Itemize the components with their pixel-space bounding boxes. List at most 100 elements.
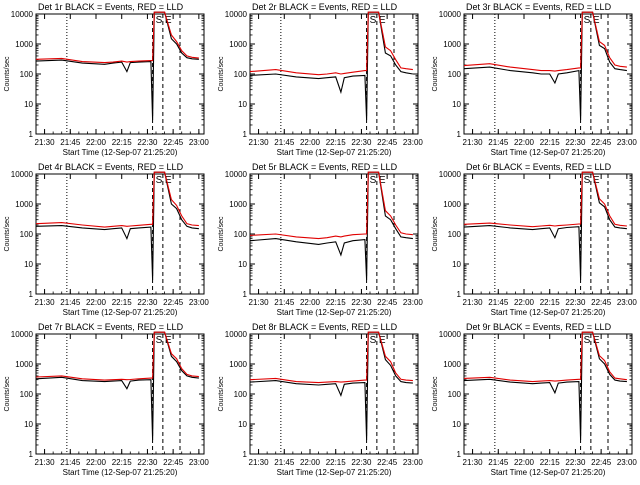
panel-title: Det 9r BLACK = Events, RED = LLD	[466, 322, 612, 332]
y-tick-label: 1000	[443, 200, 461, 209]
series-line-lld	[250, 332, 413, 382]
x-tick-label: 22:45	[163, 298, 184, 307]
x-tick-label: 23:00	[189, 458, 210, 467]
panel-3: Det 3r BLACK = Events, RED = LLD11010010…	[432, 2, 637, 157]
y-tick-label: 10	[24, 100, 33, 109]
x-tick-label: 23:00	[617, 298, 638, 307]
y-axis-label: Counts/sec	[4, 56, 11, 92]
x-tick-label: 21:45	[60, 458, 81, 467]
x-tick-label: 21:45	[488, 458, 509, 467]
y-tick-label: 1000	[15, 40, 33, 49]
y-tick-label: 1000	[229, 200, 247, 209]
y-axis-label: Counts/sec	[218, 56, 225, 92]
plot-frame	[36, 334, 204, 454]
y-tick-label: 10	[24, 420, 33, 429]
y-tick-label: 100	[448, 70, 462, 79]
panel-5: Det 5r BLACK = Events, RED = LLD11010010…	[218, 162, 423, 317]
x-tick-label: 21:45	[274, 138, 295, 147]
panel-title: Det 6r BLACK = Events, RED = LLD	[466, 162, 612, 172]
start-marker-label: S	[156, 15, 163, 26]
y-tick-label: 10	[238, 420, 247, 429]
y-tick-label: 100	[20, 70, 34, 79]
x-tick-label: 22:15	[112, 458, 133, 467]
x-tick-label: 22:45	[591, 298, 612, 307]
panel-title: Det 4r BLACK = Events, RED = LLD	[38, 162, 184, 172]
x-tick-label: 23:00	[403, 138, 424, 147]
y-tick-label: 1	[29, 290, 34, 299]
x-tick-label: 22:15	[540, 458, 561, 467]
y-tick-label: 1	[457, 290, 462, 299]
y-axis-label: Counts/sec	[218, 216, 225, 252]
x-tick-label: 22:45	[591, 458, 612, 467]
x-tick-label: 22:30	[351, 298, 372, 307]
y-tick-label: 1000	[229, 40, 247, 49]
x-axis-label: Start Time (12-Sep-07 21:25:20)	[277, 148, 392, 157]
y-tick-label: 1	[457, 450, 462, 459]
series-line-events	[464, 12, 627, 120]
series-line-lld	[464, 172, 627, 227]
x-tick-label: 22:45	[163, 458, 184, 467]
y-tick-label: 100	[20, 230, 34, 239]
start-marker-label: S	[370, 335, 377, 346]
x-tick-label: 22:30	[351, 458, 372, 467]
y-tick-label: 1	[457, 130, 462, 139]
plot-frame	[36, 14, 204, 134]
y-tick-label: 100	[234, 230, 248, 239]
x-axis-label: Start Time (12-Sep-07 21:25:20)	[277, 308, 392, 317]
y-axis-label: Counts/sec	[4, 216, 11, 252]
y-tick-label: 10	[238, 260, 247, 269]
x-tick-label: 23:00	[403, 458, 424, 467]
x-tick-label: 21:30	[249, 138, 270, 147]
start-marker-label: S	[370, 175, 377, 186]
x-tick-label: 22:30	[565, 138, 586, 147]
y-tick-label: 1000	[229, 360, 247, 369]
x-tick-label: 21:45	[488, 298, 509, 307]
panel-title: Det 3r BLACK = Events, RED = LLD	[466, 2, 612, 12]
series-line-lld	[36, 12, 199, 62]
y-tick-label: 100	[20, 390, 34, 399]
x-tick-label: 21:45	[274, 298, 295, 307]
x-tick-label: 22:15	[326, 458, 347, 467]
x-tick-label: 22:00	[300, 138, 321, 147]
y-tick-label: 10000	[11, 170, 34, 179]
series-line-events	[464, 332, 627, 440]
panel-title: Det 7r BLACK = Events, RED = LLD	[38, 322, 184, 332]
start-marker-label: S	[584, 175, 591, 186]
x-tick-label: 22:30	[137, 458, 158, 467]
x-tick-label: 23:00	[189, 138, 210, 147]
x-tick-label: 21:30	[35, 138, 56, 147]
x-tick-label: 21:30	[35, 298, 56, 307]
x-axis-label: Start Time (12-Sep-07 21:25:20)	[491, 308, 606, 317]
x-tick-label: 21:30	[35, 458, 56, 467]
y-tick-label: 100	[448, 390, 462, 399]
x-tick-label: 22:00	[300, 298, 321, 307]
panel-8: Det 8r BLACK = Events, RED = LLD11010010…	[218, 322, 423, 477]
x-tick-label: 23:00	[617, 458, 638, 467]
y-axis-label: Counts/sec	[218, 376, 225, 412]
x-tick-label: 22:15	[540, 138, 561, 147]
x-tick-label: 22:45	[591, 138, 612, 147]
y-tick-label: 100	[448, 230, 462, 239]
x-tick-label: 21:45	[60, 138, 81, 147]
start-marker-label: S	[584, 335, 591, 346]
plot-frame	[250, 334, 418, 454]
y-tick-label: 10000	[439, 170, 462, 179]
y-tick-label: 1	[243, 130, 248, 139]
x-axis-label: Start Time (12-Sep-07 21:25:20)	[63, 148, 178, 157]
x-tick-label: 22:30	[137, 138, 158, 147]
x-tick-label: 22:45	[377, 298, 398, 307]
y-axis-label: Counts/sec	[432, 376, 439, 412]
y-tick-label: 10000	[225, 170, 248, 179]
panel-1: Det 1r BLACK = Events, RED = LLD11010010…	[4, 2, 209, 157]
series-line-lld	[250, 12, 413, 74]
x-tick-label: 22:45	[163, 138, 184, 147]
x-tick-label: 22:15	[112, 138, 133, 147]
x-tick-label: 22:00	[514, 138, 535, 147]
y-tick-label: 10000	[11, 10, 34, 19]
x-tick-label: 23:00	[403, 298, 424, 307]
start-marker-label: S	[370, 15, 377, 26]
x-tick-label: 21:45	[488, 138, 509, 147]
y-axis-label: Counts/sec	[432, 216, 439, 252]
